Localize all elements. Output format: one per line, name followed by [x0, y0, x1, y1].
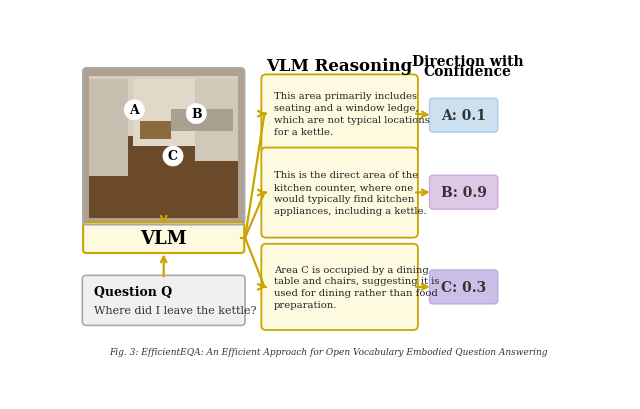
Bar	[90, 76, 238, 139]
Text: B: B	[191, 108, 202, 121]
Text: Area C is occupied by a dining
table and chairs, suggesting it is
used for dinin: Area C is occupied by a dining table and…	[274, 265, 439, 309]
Text: C: C	[168, 150, 178, 163]
FancyBboxPatch shape	[83, 222, 244, 254]
FancyBboxPatch shape	[83, 276, 245, 326]
Text: Confidence: Confidence	[424, 65, 511, 79]
Circle shape	[186, 104, 206, 124]
Text: Where did I leave the kettle?: Where did I leave the kettle?	[94, 305, 257, 315]
Text: Direction with: Direction with	[412, 55, 524, 69]
Text: This area primarily includes
seating and a window ledge,
which are not typical l: This area primarily includes seating and…	[274, 92, 429, 137]
Text: VLM: VLM	[140, 229, 187, 247]
Bar	[140, 121, 172, 139]
FancyBboxPatch shape	[261, 148, 418, 238]
Text: Question Q: Question Q	[94, 285, 172, 298]
Bar	[132, 80, 195, 147]
FancyBboxPatch shape	[429, 176, 498, 210]
FancyBboxPatch shape	[261, 244, 418, 330]
Text: A: A	[129, 104, 139, 117]
Text: C: 0.3: C: 0.3	[441, 280, 486, 294]
Text: A: 0.1: A: 0.1	[441, 109, 486, 123]
Circle shape	[163, 147, 183, 166]
Bar	[90, 137, 238, 219]
Bar	[195, 80, 238, 162]
Text: VLM Reasoning: VLM Reasoning	[266, 58, 413, 75]
Text: This is the direct area of the
kitchen counter, where one
would typically find k: This is the direct area of the kitchen c…	[274, 171, 426, 215]
Text: Fig. 3: EfficientEQA: An Efficient Approach for Open Vocabulary Embodied Questio: Fig. 3: EfficientEQA: An Efficient Appro…	[109, 347, 547, 356]
Bar	[172, 110, 234, 132]
FancyBboxPatch shape	[83, 69, 244, 225]
FancyBboxPatch shape	[429, 99, 498, 133]
FancyBboxPatch shape	[261, 75, 418, 153]
FancyBboxPatch shape	[429, 270, 498, 304]
Text: B: 0.9: B: 0.9	[441, 186, 486, 200]
Bar	[90, 80, 128, 177]
Circle shape	[124, 101, 145, 121]
